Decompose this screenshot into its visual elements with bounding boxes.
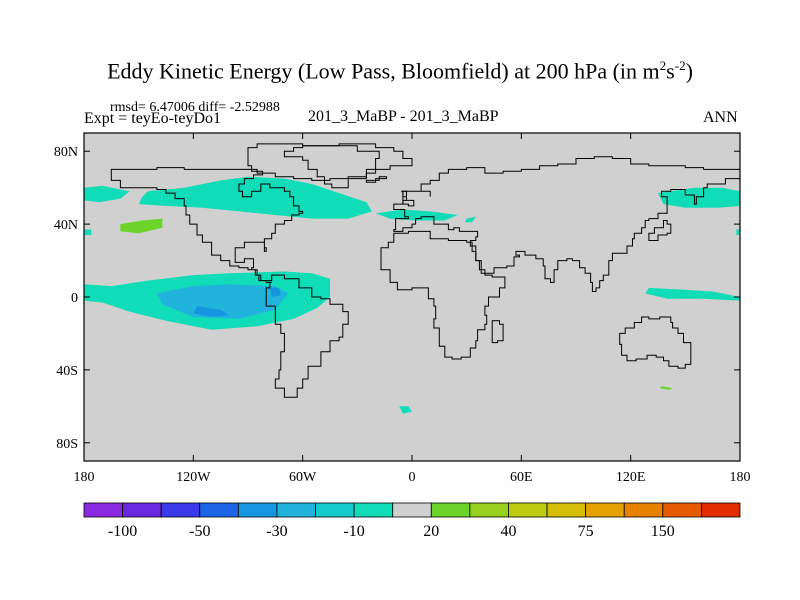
colorbar-label-4: 20 (423, 523, 439, 540)
contour-region-2 (375, 209, 458, 221)
x-tick-label-3: 0 (409, 470, 416, 485)
x-tick-label-6: 180 (730, 470, 751, 485)
x-tick-label-2: 60W (289, 470, 317, 485)
y-tick-label-4: 80S (56, 437, 78, 452)
x-tick-label-1: 120W (176, 470, 211, 485)
continent-outline-4 (283, 145, 380, 189)
contour-region-9 (399, 406, 412, 414)
contour-region-8 (645, 287, 740, 301)
contour-region-13 (193, 306, 230, 317)
continent-outline-2 (380, 230, 506, 360)
y-tick-label-3: 40S (56, 364, 78, 379)
colorbar-label-7: 150 (651, 523, 675, 540)
contour-region-5 (84, 229, 92, 235)
colorbar-swatch-8 (392, 502, 432, 518)
colorbar-swatch-2 (160, 502, 201, 518)
colorbar-swatch-15 (662, 502, 702, 518)
colorbar-label-5: 40 (501, 523, 517, 540)
contour-region-11 (659, 386, 673, 390)
colorbar-label-6: 75 (578, 523, 594, 540)
colorbar-label-2: -30 (266, 523, 287, 540)
colorbar-swatch-4 (237, 502, 278, 518)
continent-outline-5 (401, 190, 415, 207)
y-tick-label-2: 0 (71, 291, 78, 306)
season-label: ANN (703, 109, 738, 126)
contour-region-0 (84, 185, 130, 203)
continent-outline-6 (491, 320, 504, 344)
x-tick-label-5: 120E (616, 470, 646, 485)
colorbar-swatch-0 (83, 502, 123, 518)
continent-outline-7 (648, 220, 672, 241)
contour-region-4 (658, 187, 740, 208)
y-tick-label-1: 40N (54, 218, 78, 233)
colorbar-label-1: -50 (189, 523, 210, 540)
stats-label: rmsd= 6.47006 diff= -2.52988 (110, 100, 280, 115)
colorbar-swatch-3 (199, 502, 239, 518)
colorbar-swatch-11 (508, 502, 548, 518)
x-tick-label-4: 60E (510, 470, 533, 485)
experiment-label: Expt = teyEo-teyDo1 (84, 110, 221, 127)
contour-region-12 (156, 284, 289, 319)
colorbar-swatch-12 (546, 502, 587, 518)
colorbar-swatch-5 (276, 502, 316, 518)
colorbar-label-0: -100 (108, 523, 137, 540)
chart-title: Eddy Kinetic Energy (Low Pass, Bloomfiel… (107, 58, 693, 84)
case-label: 201_3_MaBP - 201_3_MaBP (308, 108, 499, 125)
continent-outline-3 (619, 316, 692, 369)
colorbar-swatch-14 (623, 502, 664, 518)
colorbar-swatch-16 (701, 502, 741, 518)
contour-region-6 (736, 229, 740, 235)
colorbar-swatch-7 (353, 502, 394, 518)
contour-region-14 (269, 287, 281, 297)
continent-outline-8 (365, 176, 387, 183)
colorbar-swatch-1 (122, 502, 162, 518)
x-tick-label-0: 180 (74, 470, 95, 485)
continent-outline-0 (110, 143, 413, 398)
colorbar-swatch-9 (430, 502, 471, 518)
contour-region-10 (120, 218, 163, 234)
colorbar-swatch-13 (585, 502, 625, 518)
colorbar-swatch-6 (315, 502, 355, 518)
colorbar-label-3: -10 (343, 523, 364, 540)
y-tick-label-0: 80N (54, 145, 78, 160)
colorbar-swatch-10 (469, 502, 509, 518)
contour-region-1 (138, 176, 372, 219)
contour-region-3 (464, 216, 476, 223)
